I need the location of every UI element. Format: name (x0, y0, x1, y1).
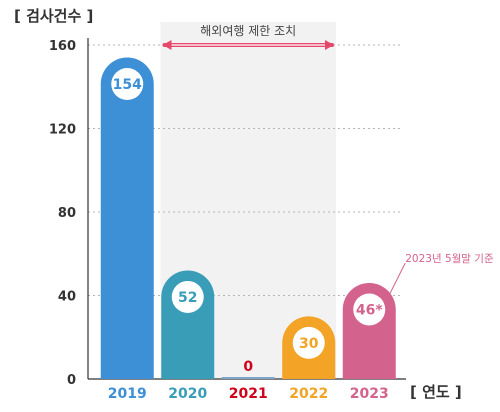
y-tick-label: 120 (49, 123, 76, 138)
value-label: 46* (356, 302, 383, 318)
bar-2023: 46* (342, 282, 396, 379)
y-axis: 0 40 80 120 160 (49, 38, 406, 388)
x-axis-title: [ 연도 ] (410, 383, 462, 401)
annotations: 해외여행 제한 조치 2023년 5월말 기준 (162, 23, 494, 296)
x-tick-label: 2020 (168, 386, 207, 402)
bar (221, 377, 275, 379)
bar-2021: 0 (221, 359, 275, 379)
y-tick-label: 80 (58, 206, 76, 221)
value-label: 52 (178, 290, 197, 306)
value-label: 30 (299, 336, 319, 352)
bars: 154 52 0 30 46* (100, 57, 396, 380)
x-tick-label: 2021 (229, 386, 268, 402)
bar-2019: 154 (100, 57, 154, 380)
y-tick-label: 0 (67, 373, 76, 388)
y-tick-label: 40 (58, 290, 76, 305)
bar-2022: 30 (282, 316, 336, 379)
x-tick-label: 2023 (350, 386, 389, 402)
note-leader-line (388, 262, 406, 296)
bar (100, 57, 154, 380)
value-label: 154 (113, 77, 142, 93)
value-badge (292, 326, 325, 359)
value-badge (111, 68, 144, 101)
shaded-region-label: 해외여행 제한 조치 (200, 23, 296, 38)
x-tick-label: 2022 (289, 386, 328, 402)
value-badge (353, 293, 386, 326)
y-tick-label: 160 (49, 39, 76, 54)
note-label: 2023년 5월말 기준 (405, 253, 494, 265)
category-labels: 2019 2020 2021 2022 2023 (108, 386, 389, 402)
arrow-head-right (325, 40, 334, 50)
value-badge (171, 280, 204, 313)
x-tick-label: 2019 (108, 386, 147, 402)
bar-2020: 52 (161, 270, 215, 379)
arrow-head-left (162, 40, 172, 50)
value-label: 0 (243, 359, 253, 375)
y-axis-title: [ 검사건수 ] (14, 7, 93, 25)
